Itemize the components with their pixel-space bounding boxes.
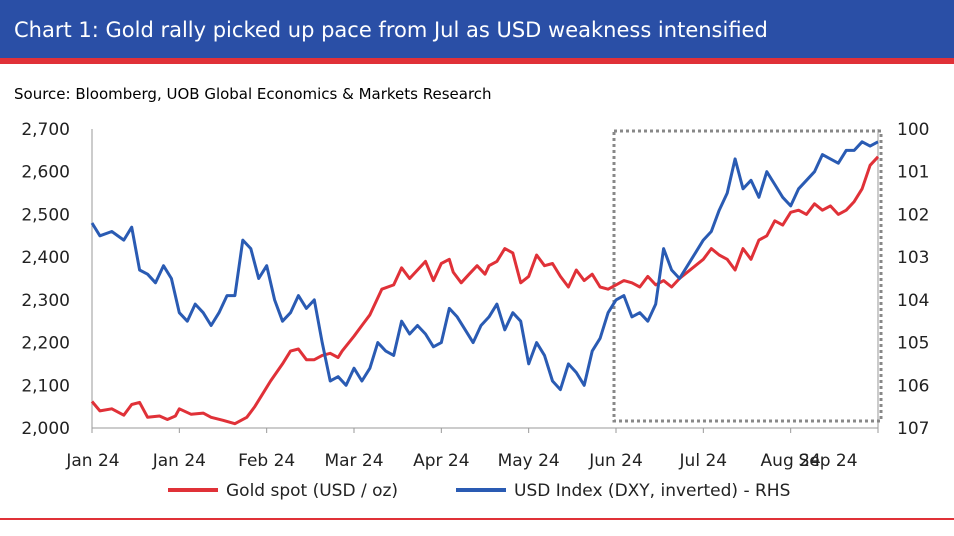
left-axis-tick-label: 2,400 bbox=[21, 248, 70, 268]
chart-title: Chart 1: Gold rally picked up pace from … bbox=[14, 18, 768, 42]
x-axis-tick-label: Jan 24 bbox=[152, 451, 206, 471]
left-axis-tick-label: 2,200 bbox=[21, 334, 70, 354]
x-axis-tick-label: Mar 24 bbox=[324, 451, 383, 471]
bottom-rule bbox=[0, 518, 954, 520]
x-axis-tick-label: Aug 24 bbox=[761, 451, 821, 471]
x-axis-tick-label: Jan 24 bbox=[65, 451, 119, 471]
x-axis-tick-label: Jul 24 bbox=[679, 451, 728, 471]
right-axis-tick-label: 102 bbox=[897, 205, 929, 225]
x-axis-tick-label: Feb 24 bbox=[238, 451, 295, 471]
legend-label-gold: Gold spot (USD / oz) bbox=[226, 481, 398, 501]
x-axis-tick-label: Jun 24 bbox=[588, 451, 643, 471]
right-axis-tick-label: 107 bbox=[897, 419, 929, 439]
right-axis-tick-label: 103 bbox=[897, 248, 929, 268]
usd-index-line bbox=[90, 140, 879, 392]
right-axis-tick-label: 101 bbox=[897, 163, 929, 183]
left-axis-tick-label: 2,700 bbox=[21, 120, 70, 140]
gold-spot-line bbox=[90, 155, 880, 426]
left-axis-tick-label: 2,300 bbox=[21, 291, 70, 311]
legend-label-usd: USD Index (DXY, inverted) - RHS bbox=[514, 481, 790, 501]
x-axis-tick-label: May 24 bbox=[498, 451, 560, 471]
right-axis-tick-label: 100 bbox=[897, 120, 929, 140]
left-axis-tick-label: 2,600 bbox=[21, 163, 70, 183]
left-axis-tick-label: 2,500 bbox=[21, 205, 70, 225]
left-axis-tick-label: 2,000 bbox=[21, 419, 70, 439]
right-axis-tick-label: 106 bbox=[897, 376, 929, 396]
chart-source-note: Source: Bloomberg, UOB Global Economics … bbox=[14, 85, 492, 103]
x-axis-tick-label: Apr 24 bbox=[413, 451, 469, 471]
plot-area: 2,700 2,600 2,500 2,400 2,300 2,200 2,100 2,000… bbox=[21, 120, 929, 501]
right-axis-tick-label: 105 bbox=[897, 334, 929, 354]
left-axis-tick-label: 2,100 bbox=[21, 376, 70, 396]
x-axis-tick-label: Sep 24 bbox=[798, 451, 857, 471]
highlight-box bbox=[612, 129, 883, 423]
right-axis-tick-label: 104 bbox=[897, 291, 929, 311]
chart-header-bar: Chart 1: Gold rally picked up pace from … bbox=[0, 0, 954, 64]
